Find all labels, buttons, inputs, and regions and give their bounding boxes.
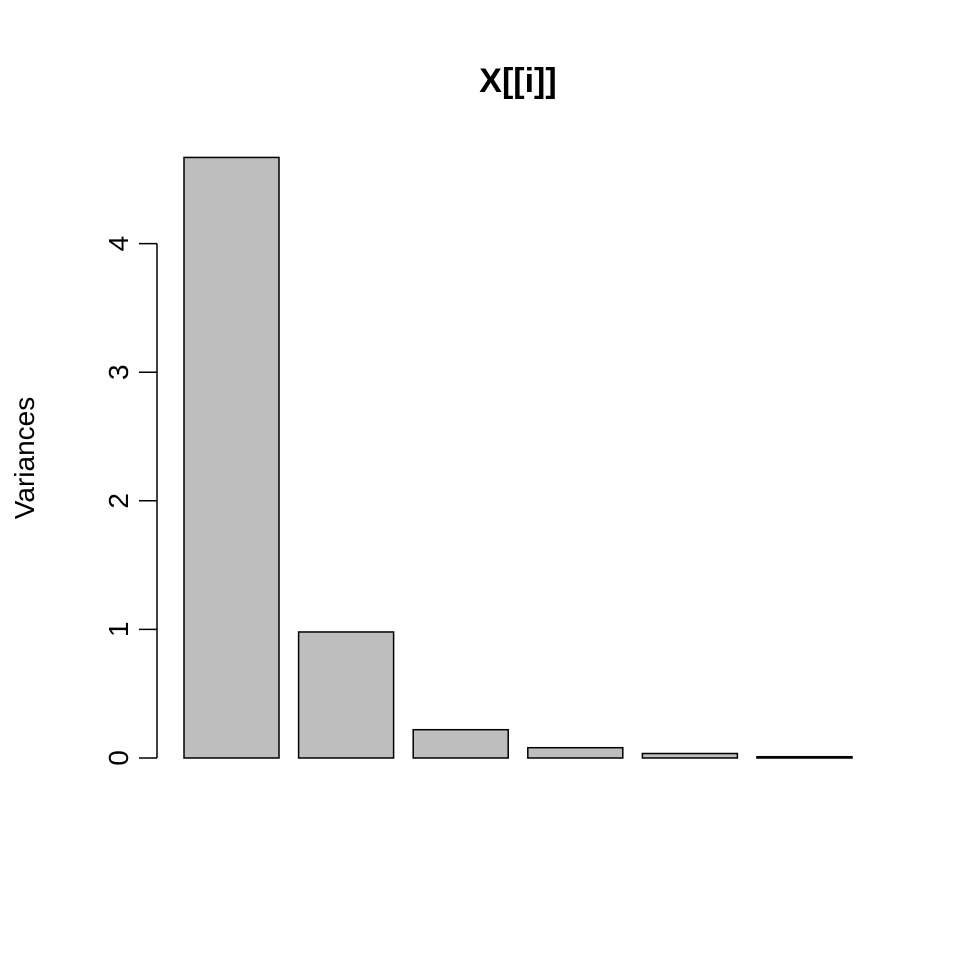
- y-axis: 0 1 2 3 4: [103, 236, 158, 766]
- bar-4: [527, 746, 624, 759]
- y-tick-label: 3: [103, 364, 134, 380]
- bars: [183, 156, 853, 759]
- y-tick-label: 2: [103, 493, 134, 509]
- y-tick-label: 0: [103, 750, 134, 766]
- bar-6: [756, 755, 853, 759]
- bar-3: [412, 728, 509, 759]
- chart-title: X[[i]]: [479, 62, 556, 100]
- bar-1: [183, 156, 280, 759]
- bar-2: [297, 631, 395, 759]
- y-tick-label: 1: [103, 622, 134, 638]
- bar-5: [641, 752, 739, 759]
- y-axis-label: Variances: [9, 397, 40, 519]
- y-tick-label: 4: [103, 236, 134, 252]
